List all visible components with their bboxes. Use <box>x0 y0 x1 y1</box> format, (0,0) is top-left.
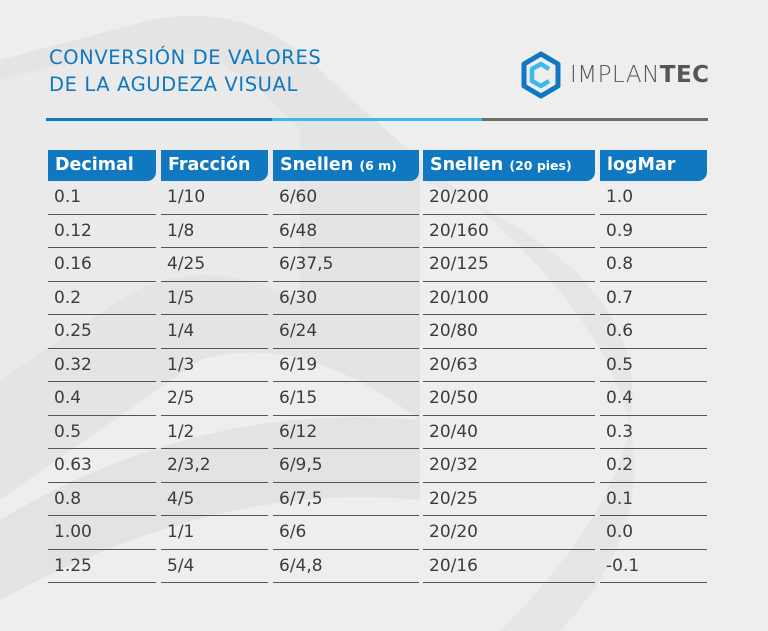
table-cell: 20/100 <box>423 282 595 315</box>
column-snellen-6m: Snellen (6 m) 6/60 6/48 6/37,5 6/30 6/24… <box>273 150 419 583</box>
table-cell: 6/37,5 <box>273 248 419 282</box>
column-decimal: Decimal 0.1 0.12 0.16 0.2 0.25 0.32 0.4 … <box>48 150 156 583</box>
table-cell: 2/5 <box>161 382 268 416</box>
table-cell: 1/4 <box>161 315 268 349</box>
table-cell: 1/10 <box>161 181 268 215</box>
table-cell: 0.1 <box>600 483 707 516</box>
table-cell: 6/9,5 <box>273 449 419 483</box>
table-cell: 0.63 <box>48 449 156 483</box>
table-cell: 0.8 <box>600 248 707 282</box>
table-cell: 1/3 <box>161 349 268 382</box>
header-snellen-6m: Snellen (6 m) <box>273 150 419 181</box>
table-cell: 6/24 <box>273 315 419 349</box>
table-cell: 20/160 <box>423 215 595 248</box>
page-title: CONVERSIÓN DE VALORES DE LA AGUDEZA VISU… <box>49 44 321 98</box>
table-cell: 1.0 <box>600 181 707 215</box>
table-cell: 0.5 <box>48 416 156 449</box>
table-cell: 0.2 <box>48 282 156 315</box>
header-logmar: logMar <box>600 150 707 181</box>
hexagon-logo-icon <box>521 51 561 99</box>
table-cell: 20/32 <box>423 449 595 483</box>
table-cell: 20/20 <box>423 516 595 550</box>
table-cell: 0.7 <box>600 282 707 315</box>
table-cell: 0.6 <box>600 315 707 349</box>
table-cell: 1.00 <box>48 516 156 550</box>
table-cell: 1.25 <box>48 550 156 583</box>
table-cell: 20/80 <box>423 315 595 349</box>
implantec-logo: IMPLANTEC <box>520 50 710 100</box>
title-line-1: CONVERSIÓN DE VALORES <box>49 46 322 69</box>
column-snellen-20-pies: Snellen (20 pies) 20/200 20/160 20/125 2… <box>423 150 595 583</box>
header-snellen-20-pies: Snellen (20 pies) <box>423 150 595 181</box>
table-cell: 0.2 <box>600 449 707 483</box>
table-cell: 1/1 <box>161 516 268 550</box>
table-cell: 6/6 <box>273 516 419 550</box>
table-cell: 0.16 <box>48 248 156 282</box>
table-cell: 0.1 <box>48 181 156 215</box>
table-cell: 0.8 <box>48 483 156 516</box>
table-cell: 20/40 <box>423 416 595 449</box>
table-cell: 20/63 <box>423 349 595 382</box>
table-cell: 6/19 <box>273 349 419 382</box>
table-cell: 20/25 <box>423 483 595 516</box>
table-cell: 6/15 <box>273 382 419 416</box>
table-cell: 6/48 <box>273 215 419 248</box>
table-cell: -0.1 <box>600 550 707 583</box>
table-cell: 0.5 <box>600 349 707 382</box>
table-cell: 6/7,5 <box>273 483 419 516</box>
table-cell: 4/5 <box>161 483 268 516</box>
table-cell: 20/16 <box>423 550 595 583</box>
table-cell: 1/5 <box>161 282 268 315</box>
table-cell: 0.0 <box>600 516 707 550</box>
logo-text-thin: IMPLAN <box>570 62 660 88</box>
table-cell: 6/60 <box>273 181 419 215</box>
table-cell: 0.3 <box>600 416 707 449</box>
title-line-2: DE LA AGUDEZA VISUAL <box>49 73 298 96</box>
table-cell: 6/30 <box>273 282 419 315</box>
table-cell: 20/200 <box>423 181 595 215</box>
table-cell: 20/125 <box>423 248 595 282</box>
table-cell: 20/50 <box>423 382 595 416</box>
table-cell: 0.25 <box>48 315 156 349</box>
table-cell: 1/8 <box>161 215 268 248</box>
table-cell: 0.9 <box>600 215 707 248</box>
logo-text-bold: TEC <box>659 62 710 88</box>
table-cell: 2/3,2 <box>161 449 268 483</box>
table-cell: 0.32 <box>48 349 156 382</box>
divider-light-blue <box>272 118 482 121</box>
column-fraccion: Fracción 1/10 1/8 4/25 1/5 1/4 1/3 2/5 1… <box>161 150 268 583</box>
header-fraccion: Fracción <box>161 150 268 181</box>
table-cell: 4/25 <box>161 248 268 282</box>
header-decimal: Decimal <box>48 150 156 181</box>
table-cell: 0.12 <box>48 215 156 248</box>
table-cell: 0.4 <box>48 382 156 416</box>
divider-blue <box>46 118 272 121</box>
logo-text: IMPLANTEC <box>570 62 710 88</box>
table-cell: 0.4 <box>600 382 707 416</box>
table-cell: 5/4 <box>161 550 268 583</box>
table-cell: 6/12 <box>273 416 419 449</box>
table-cell: 6/4,8 <box>273 550 419 583</box>
divider-gray <box>482 118 708 121</box>
table-cell: 1/2 <box>161 416 268 449</box>
column-logmar: logMar 1.0 0.9 0.8 0.7 0.6 0.5 0.4 0.3 0… <box>600 150 707 583</box>
